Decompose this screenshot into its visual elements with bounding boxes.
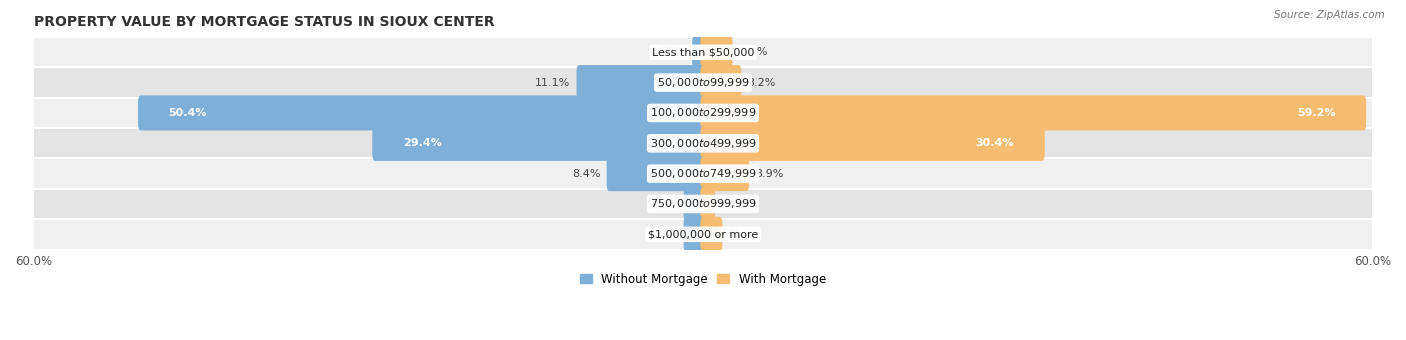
Text: 0.0%: 0.0%: [666, 199, 695, 209]
Text: $300,000 to $499,999: $300,000 to $499,999: [650, 137, 756, 150]
Text: 3.9%: 3.9%: [755, 169, 783, 178]
Text: 59.2%: 59.2%: [1296, 108, 1336, 118]
FancyBboxPatch shape: [34, 37, 1372, 67]
FancyBboxPatch shape: [34, 67, 1372, 98]
FancyBboxPatch shape: [34, 158, 1372, 189]
FancyBboxPatch shape: [700, 126, 1045, 161]
FancyBboxPatch shape: [34, 98, 1372, 128]
FancyBboxPatch shape: [373, 126, 706, 161]
Text: 3.2%: 3.2%: [748, 78, 776, 88]
Text: 8.4%: 8.4%: [572, 169, 600, 178]
Text: Source: ZipAtlas.com: Source: ZipAtlas.com: [1274, 10, 1385, 20]
FancyBboxPatch shape: [606, 156, 706, 191]
Text: Less than $50,000: Less than $50,000: [652, 47, 754, 57]
FancyBboxPatch shape: [34, 219, 1372, 250]
FancyBboxPatch shape: [700, 217, 723, 252]
FancyBboxPatch shape: [700, 35, 733, 70]
Text: $50,000 to $99,999: $50,000 to $99,999: [657, 76, 749, 89]
Text: 0.86%: 0.86%: [721, 199, 756, 209]
FancyBboxPatch shape: [700, 186, 716, 222]
Text: 0.0%: 0.0%: [666, 230, 695, 239]
Text: $500,000 to $749,999: $500,000 to $749,999: [650, 167, 756, 180]
FancyBboxPatch shape: [692, 35, 706, 70]
Text: 29.4%: 29.4%: [404, 138, 441, 148]
Text: 50.4%: 50.4%: [169, 108, 207, 118]
FancyBboxPatch shape: [700, 156, 749, 191]
FancyBboxPatch shape: [700, 65, 741, 100]
FancyBboxPatch shape: [576, 65, 706, 100]
Text: PROPERTY VALUE BY MORTGAGE STATUS IN SIOUX CENTER: PROPERTY VALUE BY MORTGAGE STATUS IN SIO…: [34, 15, 494, 29]
Text: $100,000 to $299,999: $100,000 to $299,999: [650, 106, 756, 119]
Text: 11.1%: 11.1%: [534, 78, 571, 88]
FancyBboxPatch shape: [700, 96, 1367, 131]
FancyBboxPatch shape: [138, 96, 706, 131]
Text: 2.4%: 2.4%: [738, 47, 768, 57]
FancyBboxPatch shape: [34, 189, 1372, 219]
FancyBboxPatch shape: [34, 128, 1372, 158]
Text: 0.0%: 0.0%: [711, 230, 740, 239]
Text: $1,000,000 or more: $1,000,000 or more: [648, 230, 758, 239]
Text: 30.4%: 30.4%: [976, 138, 1014, 148]
Text: $750,000 to $999,999: $750,000 to $999,999: [650, 198, 756, 210]
FancyBboxPatch shape: [683, 217, 706, 252]
Text: 0.73%: 0.73%: [651, 47, 686, 57]
Legend: Without Mortgage, With Mortgage: Without Mortgage, With Mortgage: [575, 268, 831, 290]
FancyBboxPatch shape: [683, 186, 706, 222]
